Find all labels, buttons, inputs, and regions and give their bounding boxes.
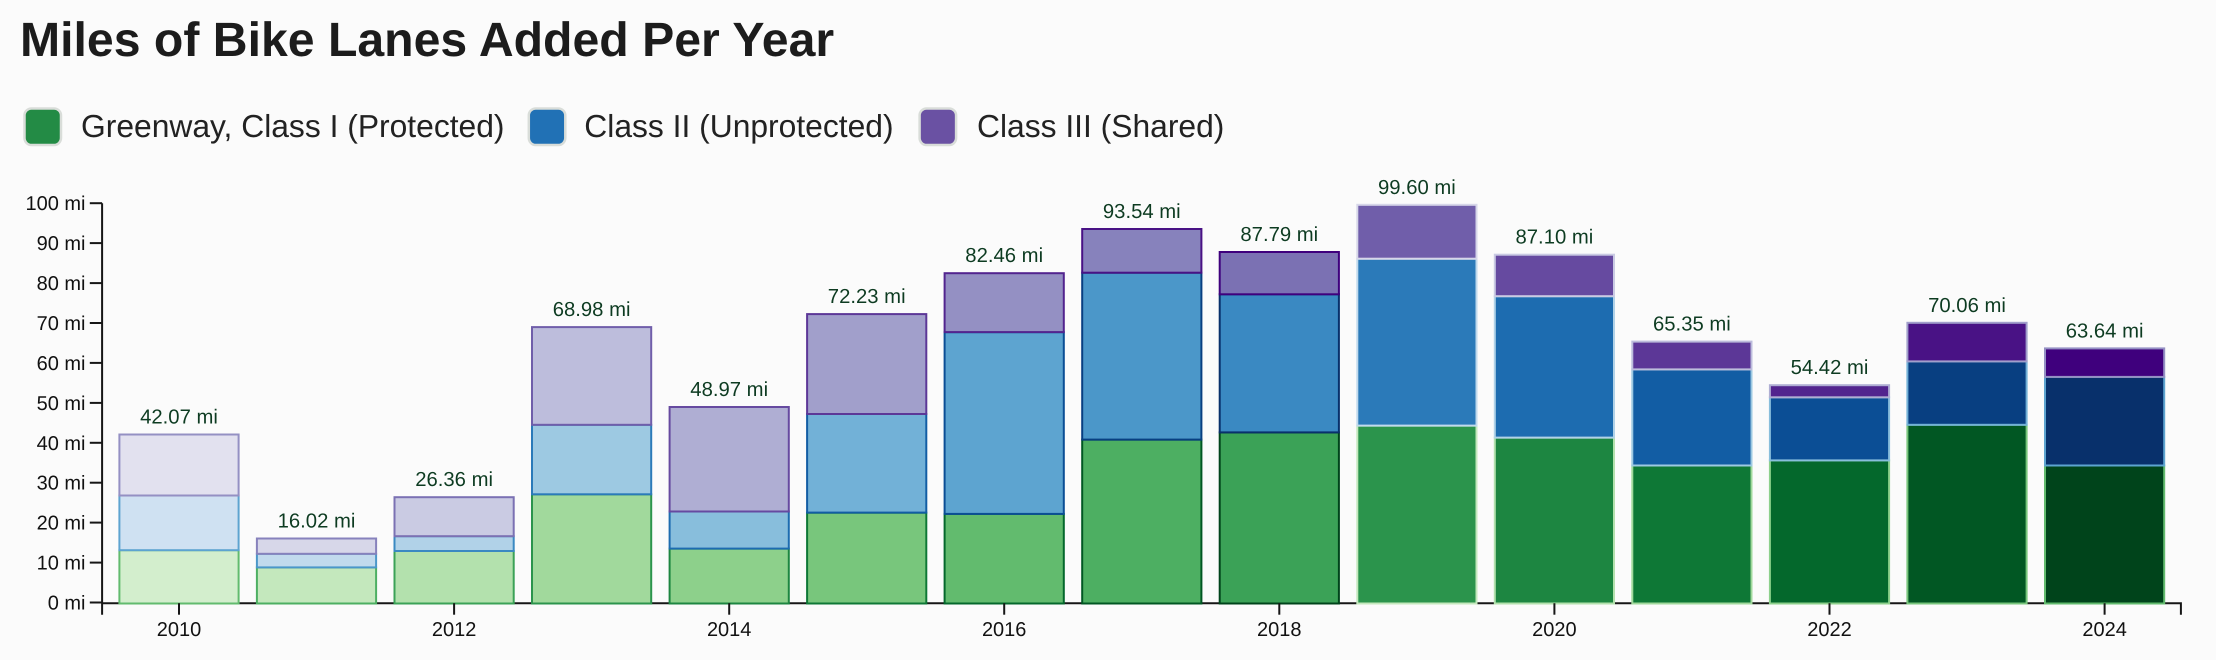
svg-text:Miles of Bike Lanes Added Per: Miles of Bike Lanes Added Per Year [20,13,834,67]
svg-text:82.46 mi: 82.46 mi [965,245,1043,267]
svg-text:42.07 mi: 42.07 mi [140,407,218,429]
svg-text:2016: 2016 [982,619,1027,641]
svg-text:Class III (Shared): Class III (Shared) [977,108,1224,144]
svg-text:10 mi: 10 mi [37,553,86,575]
svg-text:2014: 2014 [707,619,752,641]
svg-text:20 mi: 20 mi [37,513,86,535]
svg-text:90 mi: 90 mi [37,233,86,255]
svg-text:2022: 2022 [1807,619,1852,641]
svg-text:26.36 mi: 26.36 mi [415,469,493,491]
svg-text:100 mi: 100 mi [25,193,85,215]
svg-text:16.02 mi: 16.02 mi [278,511,356,533]
svg-text:2024: 2024 [2082,619,2127,641]
svg-text:48.97 mi: 48.97 mi [690,379,768,401]
svg-text:70 mi: 70 mi [37,313,86,335]
svg-text:Class II (Unprotected): Class II (Unprotected) [584,108,893,144]
svg-text:Greenway, Class I (Protected): Greenway, Class I (Protected) [81,108,505,144]
svg-text:87.79 mi: 87.79 mi [1240,224,1318,246]
svg-text:40 mi: 40 mi [37,433,86,455]
svg-text:68.98 mi: 68.98 mi [553,299,631,321]
svg-text:2010: 2010 [157,619,202,641]
svg-text:70.06 mi: 70.06 mi [1928,295,2006,317]
svg-text:99.60 mi: 99.60 mi [1378,177,1456,199]
svg-text:87.10 mi: 87.10 mi [1516,227,1594,249]
svg-text:2018: 2018 [1257,619,1302,641]
svg-text:0 mi: 0 mi [48,593,86,615]
svg-text:80 mi: 80 mi [37,273,86,295]
svg-text:63.64 mi: 63.64 mi [2066,320,2144,342]
svg-text:60 mi: 60 mi [37,353,86,375]
svg-text:93.54 mi: 93.54 mi [1103,201,1181,223]
svg-text:72.23 mi: 72.23 mi [828,286,906,308]
svg-text:50 mi: 50 mi [37,393,86,415]
svg-text:30 mi: 30 mi [37,473,86,495]
svg-text:2020: 2020 [1532,619,1577,641]
svg-text:65.35 mi: 65.35 mi [1653,314,1731,336]
svg-text:2012: 2012 [432,619,477,641]
svg-text:54.42 mi: 54.42 mi [1791,357,1869,379]
